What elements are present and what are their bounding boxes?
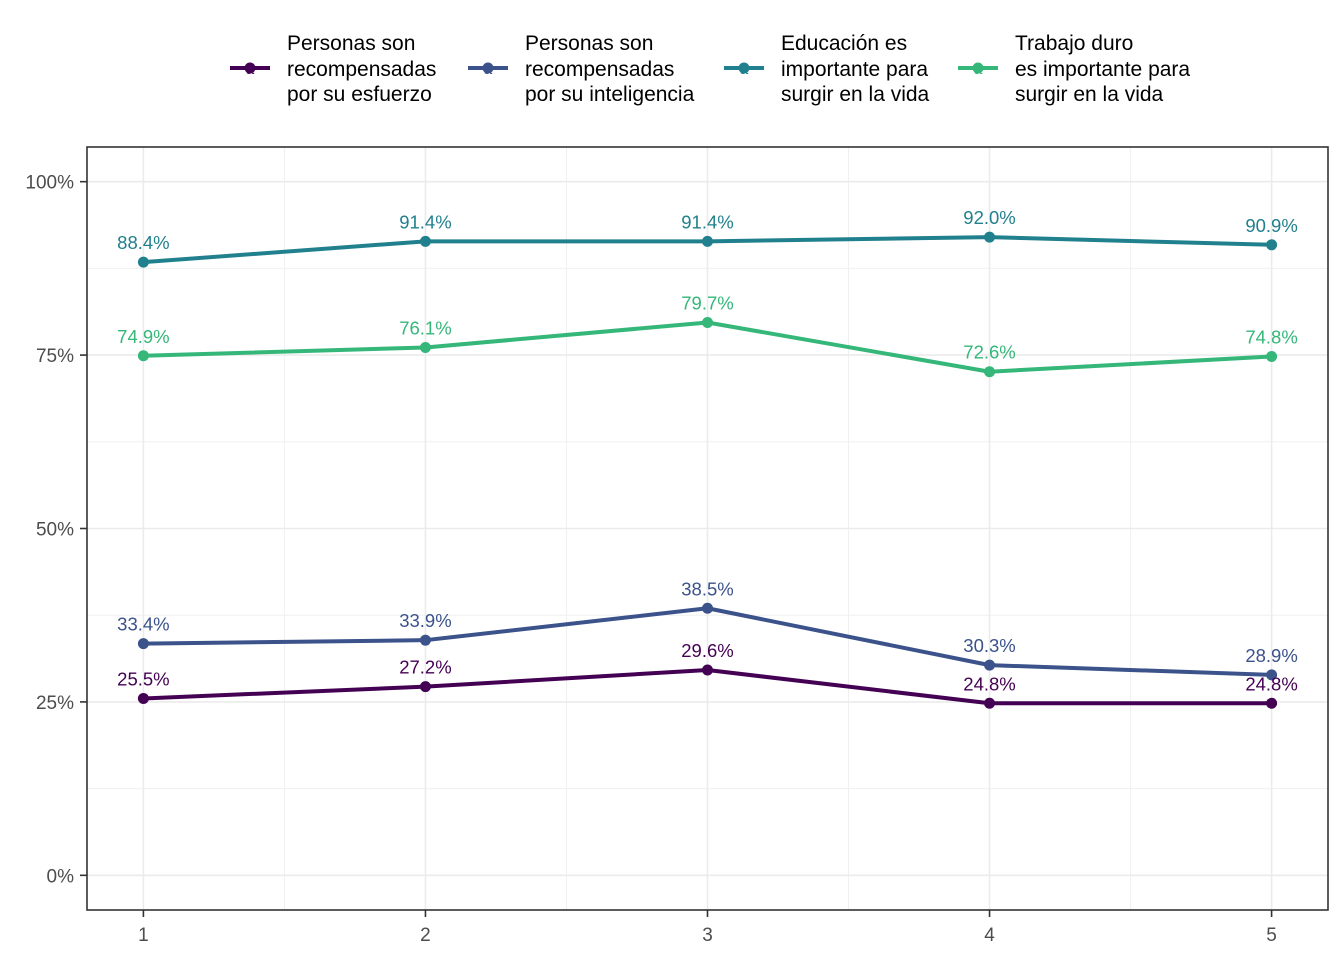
series-2 (137, 602, 1278, 681)
legend: a Personas son recompensadas por su esfuerz… (230, 32, 1190, 106)
data-point (419, 341, 431, 353)
data-labels: 25.5% 27.2% 29.6% 24.8% 24.8% 33.4% 33.9% 38.5%… (117, 207, 1298, 694)
data-label: 76.1% (399, 317, 451, 338)
legend-item-4: a Trabajo duro es importante para surgir en… (958, 32, 1190, 106)
x-tick-label: 5 (1266, 925, 1277, 946)
data-point (419, 634, 431, 646)
data-label: 25.5% (117, 668, 169, 689)
legend-item-2: a Personas son recompensadas por su intelig… (468, 32, 695, 106)
y-tick-label: 75% (36, 346, 74, 367)
series-3 (137, 231, 1278, 268)
data-label: 74.8% (1245, 326, 1297, 347)
data-label: 24.8% (1245, 673, 1297, 694)
data-point (137, 350, 149, 362)
legend-key-glyph: a (484, 61, 493, 78)
data-point (1266, 239, 1278, 251)
data-label: 91.4% (399, 211, 451, 232)
x-tick-label: 2 (420, 925, 431, 946)
data-point (702, 602, 713, 614)
y-tick-label: 0% (47, 866, 75, 887)
data-label: 24.8% (963, 673, 1015, 694)
legend-label: Personas son recompensadas por su intelige… (525, 32, 695, 106)
legend-key-glyph: a (974, 61, 983, 78)
legend-key-point (738, 62, 750, 74)
data-point (984, 231, 996, 243)
legend-label: Educación es importante para surgir en la … (781, 32, 930, 106)
legend-label: Trabajo duro es importante para surgir en … (1015, 32, 1190, 106)
data-point (137, 692, 149, 704)
legend-item-3: a Educación es importante para surgir en la… (724, 32, 930, 106)
data-label: 33.4% (117, 614, 169, 635)
legend-key-glyph: a (740, 61, 749, 78)
legend-key-point (972, 62, 984, 74)
grid-lines (87, 147, 1328, 910)
data-label: 92.0% (963, 207, 1015, 228)
data-label: 29.6% (681, 640, 733, 661)
legend-label: Personas son recompensadas por su esfuerzo (287, 32, 436, 106)
y-tick-label: 50% (36, 520, 74, 541)
x-tick-label: 1 (138, 925, 149, 946)
legend-item-1: a Personas son recompensadas por su esfuerz… (230, 32, 436, 106)
data-label: 30.3% (963, 635, 1015, 656)
series-1 (137, 664, 1278, 709)
data-point (419, 235, 431, 247)
data-point (984, 697, 996, 709)
data-label: 90.9% (1245, 215, 1297, 236)
series-4 (137, 316, 1278, 378)
data-label: 91.4% (681, 211, 733, 232)
x-tick-label: 3 (702, 925, 713, 946)
data-point (702, 316, 713, 328)
data-point (984, 659, 996, 671)
x-tick-label: 4 (984, 925, 995, 946)
data-point (984, 366, 996, 378)
legend-key-glyph: a (246, 61, 255, 78)
data-label: 88.4% (117, 232, 169, 253)
legend-key-point (244, 62, 256, 74)
y-tick-label: 100% (25, 173, 74, 194)
series-layer (137, 231, 1278, 709)
data-point (702, 235, 713, 247)
data-label: 74.9% (117, 326, 169, 347)
data-label: 33.9% (399, 610, 451, 631)
data-point (137, 256, 149, 268)
legend-key-point (482, 62, 494, 74)
data-label: 79.7% (681, 292, 733, 313)
data-point (1266, 697, 1278, 709)
y-tick-label: 25% (36, 693, 74, 714)
data-point (702, 664, 713, 676)
data-point (1266, 350, 1278, 362)
data-point (137, 638, 149, 650)
data-label: 38.5% (681, 578, 733, 599)
data-label: 72.6% (963, 342, 1015, 363)
data-point (419, 681, 431, 693)
data-label: 28.9% (1245, 645, 1297, 666)
data-label: 27.2% (399, 657, 451, 678)
data-point (1266, 669, 1278, 681)
axes: 0% 25% 50% 75% 100% 1 2 3 4 5 (25, 146, 1329, 946)
